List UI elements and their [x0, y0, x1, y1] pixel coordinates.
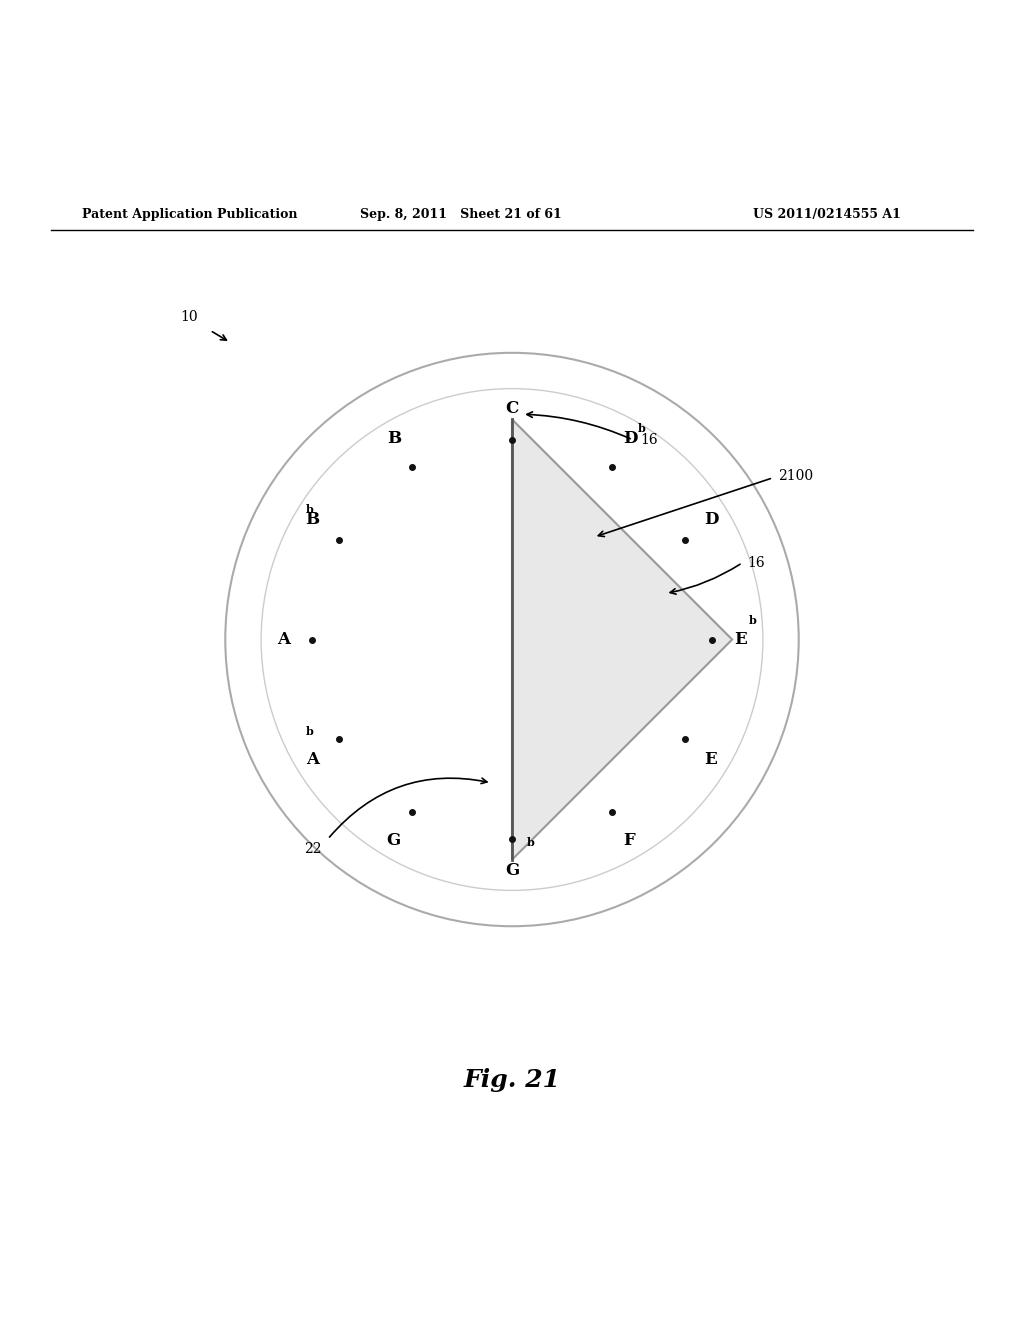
Text: E: E [734, 631, 746, 648]
Text: A: A [306, 751, 319, 768]
Text: E: E [734, 631, 746, 648]
Text: B: B [305, 511, 319, 528]
Text: D: D [623, 430, 638, 447]
Text: b: b [637, 422, 645, 434]
Text: 10: 10 [180, 310, 199, 323]
Text: 2100: 2100 [778, 469, 813, 483]
Text: F: F [623, 832, 635, 849]
Text: 16: 16 [748, 556, 765, 570]
Text: C: C [506, 400, 518, 417]
Text: b: b [305, 726, 313, 738]
Text: US 2011/0214555 A1: US 2011/0214555 A1 [754, 209, 901, 220]
Text: B: B [387, 430, 401, 447]
Text: 22: 22 [303, 842, 322, 857]
Polygon shape [512, 420, 732, 859]
Text: G: G [505, 862, 519, 879]
Text: E: E [705, 751, 717, 768]
Text: b: b [749, 615, 757, 626]
Text: Fig. 21: Fig. 21 [464, 1068, 560, 1092]
Text: D: D [623, 430, 638, 447]
Text: Patent Application Publication: Patent Application Publication [82, 209, 297, 220]
Text: b: b [305, 504, 313, 515]
Text: A: A [306, 751, 319, 768]
Text: D: D [705, 511, 719, 528]
Text: Sep. 8, 2011   Sheet 21 of 61: Sep. 8, 2011 Sheet 21 of 61 [359, 209, 562, 220]
Text: B: B [305, 511, 319, 528]
Text: 16: 16 [640, 433, 657, 447]
Text: b: b [526, 837, 535, 849]
Text: A: A [276, 631, 290, 648]
Text: G: G [387, 832, 401, 849]
Text: G: G [505, 862, 519, 879]
